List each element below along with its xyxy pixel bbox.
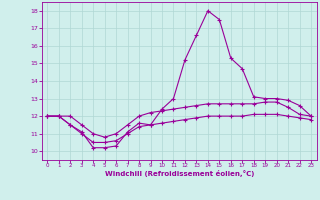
X-axis label: Windchill (Refroidissement éolien,°C): Windchill (Refroidissement éolien,°C)	[105, 170, 254, 177]
